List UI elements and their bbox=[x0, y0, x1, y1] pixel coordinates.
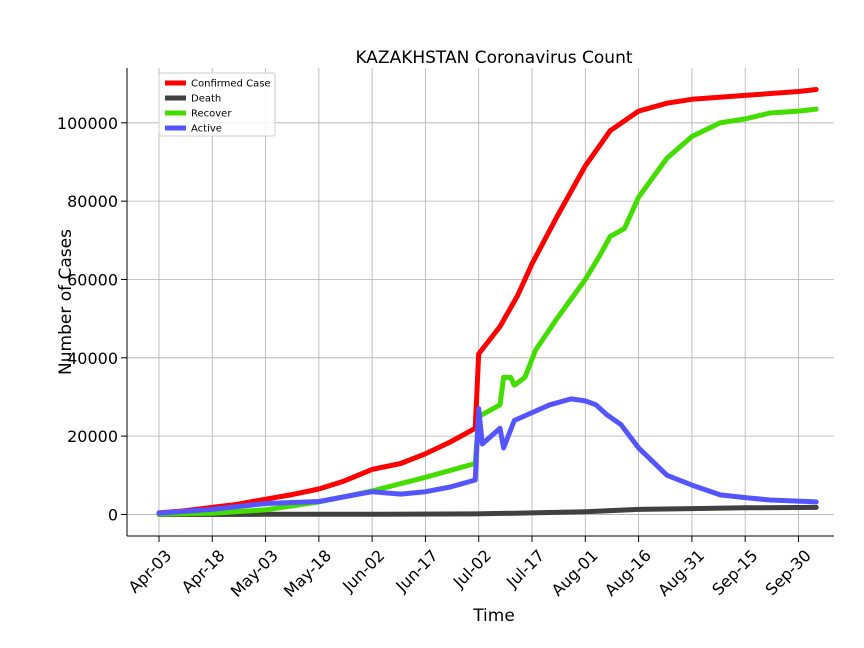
grid bbox=[127, 68, 834, 536]
series-line-death bbox=[156, 504, 819, 517]
x-tick-label: Sep-30 bbox=[762, 546, 815, 599]
x-tick-label: Apr-18 bbox=[178, 546, 229, 597]
y-tick-label: 60000 bbox=[67, 270, 118, 289]
x-tick-label: Jul-17 bbox=[502, 546, 548, 592]
y-ticks: 0 20000 40000 60000 80000 100000 bbox=[57, 114, 127, 524]
series-line-recover bbox=[156, 106, 819, 517]
x-axis-label: Time bbox=[472, 606, 515, 626]
x-tick-label: May-18 bbox=[280, 546, 335, 601]
legend-label: Recover bbox=[191, 109, 232, 120]
legend: Confirmed Case Death Recover Active bbox=[158, 72, 276, 137]
y-tick-label: 0 bbox=[108, 505, 118, 524]
y-axis-label: Number of Cases bbox=[56, 229, 76, 375]
x-tick-label: Jun-02 bbox=[338, 546, 388, 596]
y-tick-label: 100000 bbox=[57, 114, 118, 133]
y-tick-label: 40000 bbox=[67, 349, 118, 368]
legend-label: Active bbox=[191, 124, 222, 135]
x-tick-label: Jun-17 bbox=[391, 546, 441, 596]
x-tick-label: Aug-16 bbox=[601, 546, 655, 600]
axes bbox=[126, 68, 834, 537]
series-line-confirmed-case bbox=[156, 87, 819, 516]
x-tick-label: Sep-15 bbox=[708, 546, 761, 599]
legend-label: Death bbox=[191, 94, 221, 105]
legend-label: Confirmed Case bbox=[191, 79, 271, 90]
chart-title: KAZAKHSTAN Coronavirus Count bbox=[355, 48, 632, 68]
x-tick-label: Jul-02 bbox=[449, 546, 495, 592]
x-tick-label: Aug-31 bbox=[654, 546, 708, 600]
y-tick-label: 20000 bbox=[67, 427, 118, 446]
x-tick-label: Apr-03 bbox=[125, 546, 176, 597]
series-lines bbox=[156, 87, 819, 517]
x-tick-label: May-03 bbox=[227, 546, 282, 601]
x-tick-label: Aug-01 bbox=[548, 546, 602, 600]
y-tick-label: 80000 bbox=[67, 192, 118, 211]
series-line-active bbox=[156, 396, 819, 516]
legend-box bbox=[158, 72, 276, 137]
